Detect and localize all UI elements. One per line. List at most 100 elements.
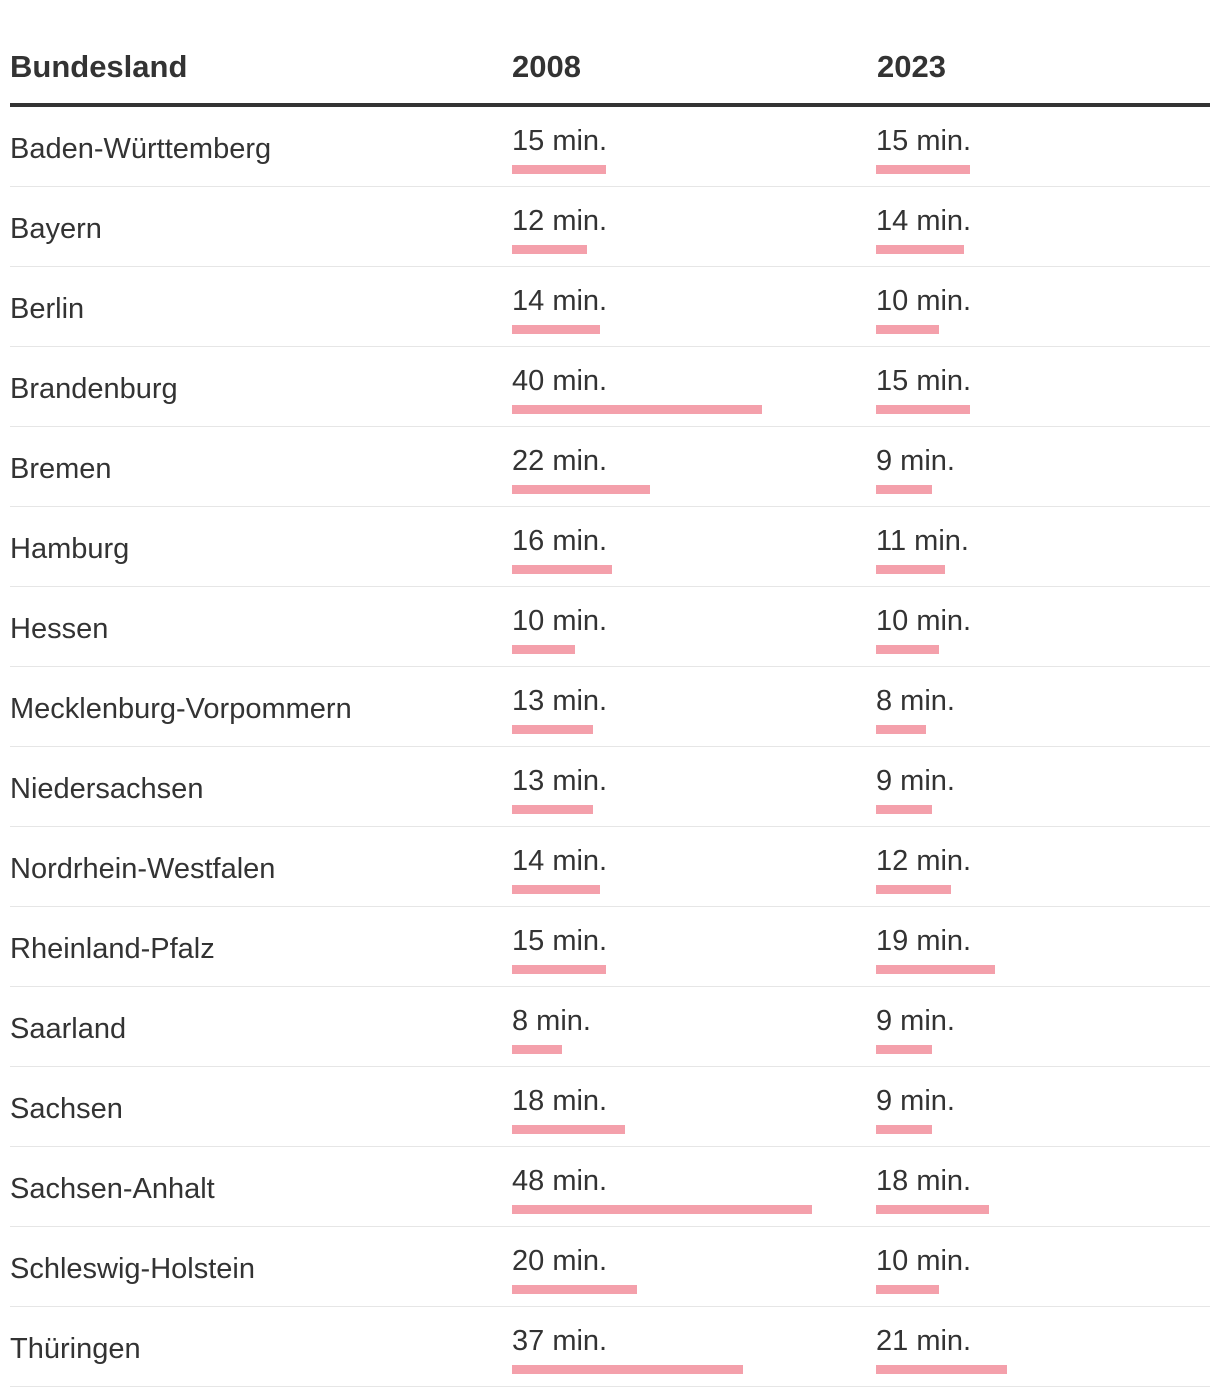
header-2023: 2023 — [877, 49, 946, 84]
table-row: Mecklenburg-Vorpommern 13 min. 8 min. — [10, 667, 1210, 747]
table-row: Brandenburg 40 min. 15 min. — [10, 347, 1210, 427]
value-2008: 22 min. — [512, 445, 608, 477]
bar-2008 — [512, 1205, 812, 1214]
table-row: Nordrhein-Westfalen 14 min. 12 min. — [10, 827, 1210, 907]
value-2023: 10 min. — [876, 605, 972, 637]
state-name: Bremen — [10, 453, 112, 485]
bar-2023 — [876, 965, 995, 974]
bar-2023 — [876, 1045, 932, 1054]
table-header: Bundesland 2008 2023 — [10, 0, 1210, 107]
state-name: Sachsen-Anhalt — [10, 1173, 215, 1205]
value-2023: 9 min. — [876, 1005, 955, 1037]
value-2023: 9 min. — [876, 445, 955, 477]
bar-2008 — [512, 485, 650, 494]
value-2023: 9 min. — [876, 1085, 955, 1117]
table-row: Sachsen-Anhalt 48 min. 18 min. — [10, 1147, 1210, 1227]
bar-2008 — [512, 165, 606, 174]
table-row: Thüringen 37 min. 21 min. — [10, 1307, 1210, 1387]
header-bundesland: Bundesland — [10, 49, 188, 84]
table-row: Rheinland-Pfalz 15 min. 19 min. — [10, 907, 1210, 987]
table-row: Berlin 14 min. 10 min. — [10, 267, 1210, 347]
bar-2008 — [512, 885, 600, 894]
state-name: Saarland — [10, 1013, 127, 1045]
bar-2008 — [512, 645, 575, 654]
value-2023: 8 min. — [876, 685, 955, 717]
bar-2023 — [876, 405, 970, 414]
value-2008: 12 min. — [512, 205, 608, 237]
bar-2008 — [512, 1045, 562, 1054]
value-2008: 13 min. — [512, 765, 608, 797]
value-2023: 21 min. — [876, 1325, 972, 1357]
value-2008: 18 min. — [512, 1085, 608, 1117]
bar-2008 — [512, 565, 612, 574]
value-2023: 10 min. — [876, 285, 972, 317]
value-2008: 37 min. — [512, 1325, 608, 1357]
state-name: Nordrhein-Westfalen — [10, 853, 276, 885]
bar-2023 — [876, 645, 939, 654]
bar-2008 — [512, 805, 593, 814]
table-row: Bremen 22 min. 9 min. — [10, 427, 1210, 507]
bar-2023 — [876, 165, 970, 174]
value-2008: 20 min. — [512, 1245, 608, 1277]
table-row: Niedersachsen 13 min. 9 min. — [10, 747, 1210, 827]
bar-2023 — [876, 245, 964, 254]
value-2023: 19 min. — [876, 925, 972, 957]
table-row: Sachsen 18 min. 9 min. — [10, 1067, 1210, 1147]
value-2008: 10 min. — [512, 605, 608, 637]
value-2023: 14 min. — [876, 205, 972, 237]
state-name: Schleswig-Holstein — [10, 1253, 255, 1285]
value-2008: 40 min. — [512, 365, 608, 397]
bar-2008 — [512, 405, 762, 414]
table-row: Hamburg 16 min. 11 min. — [10, 507, 1210, 587]
bar-2023 — [876, 1365, 1007, 1374]
bar-2023 — [876, 325, 939, 334]
table-row: Hessen 10 min. 10 min. — [10, 587, 1210, 667]
bar-2023 — [876, 485, 932, 494]
bar-2008 — [512, 325, 600, 334]
state-name: Hamburg — [10, 533, 130, 565]
value-2023: 12 min. — [876, 845, 972, 877]
state-name: Niedersachsen — [10, 773, 204, 805]
state-name: Sachsen — [10, 1093, 123, 1125]
value-2008: 13 min. — [512, 685, 608, 717]
value-2008: 14 min. — [512, 285, 608, 317]
value-2008: 8 min. — [512, 1005, 591, 1037]
value-2008: 15 min. — [512, 125, 608, 157]
state-name: Berlin — [10, 293, 85, 325]
bar-2023 — [876, 725, 926, 734]
bar-2023 — [876, 805, 932, 814]
header-2008: 2008 — [512, 49, 581, 84]
bar-2023 — [876, 565, 945, 574]
value-2008: 16 min. — [512, 525, 608, 557]
commute-table: Bundesland 2008 2023 Baden-Württemberg 15… — [10, 0, 1210, 1387]
table-row: Baden-Württemberg 15 min. 15 min. — [10, 107, 1210, 187]
value-2008: 14 min. — [512, 845, 608, 877]
state-name: Bayern — [10, 213, 102, 245]
state-name: Mecklenburg-Vorpommern — [10, 693, 352, 725]
table-row: Schleswig-Holstein 20 min. 10 min. — [10, 1227, 1210, 1307]
bar-2008 — [512, 245, 587, 254]
state-name: Hessen — [10, 613, 109, 645]
table-row: Saarland 8 min. 9 min. — [10, 987, 1210, 1067]
bar-2008 — [512, 1125, 625, 1134]
bar-2023 — [876, 1205, 989, 1214]
state-name: Rheinland-Pfalz — [10, 933, 215, 965]
value-2023: 10 min. — [876, 1245, 972, 1277]
value-2023: 18 min. — [876, 1165, 972, 1197]
state-name: Brandenburg — [10, 373, 178, 405]
value-2023: 9 min. — [876, 765, 955, 797]
bar-2023 — [876, 885, 951, 894]
bar-2023 — [876, 1125, 932, 1134]
bar-2008 — [512, 965, 606, 974]
state-name: Baden-Württemberg — [10, 133, 272, 165]
bar-2023 — [876, 1285, 939, 1294]
bar-2008 — [512, 1365, 743, 1374]
value-2023: 15 min. — [876, 125, 972, 157]
value-2008: 48 min. — [512, 1165, 608, 1197]
value-2023: 11 min. — [876, 525, 969, 557]
table-body: Baden-Württemberg 15 min. 15 min. Bayern 12 … — [10, 107, 1210, 1387]
state-name: Thüringen — [10, 1333, 141, 1365]
bar-2008 — [512, 1285, 637, 1294]
value-2008: 15 min. — [512, 925, 608, 957]
bar-2008 — [512, 725, 593, 734]
